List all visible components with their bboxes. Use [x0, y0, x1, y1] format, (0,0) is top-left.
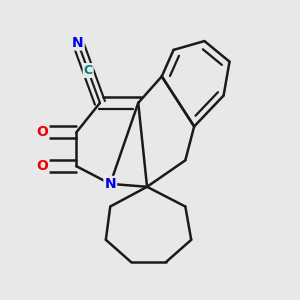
Text: C: C [84, 64, 93, 77]
Text: N: N [72, 35, 84, 50]
Text: O: O [37, 159, 49, 173]
Text: N: N [104, 177, 116, 191]
Text: O: O [37, 125, 49, 139]
